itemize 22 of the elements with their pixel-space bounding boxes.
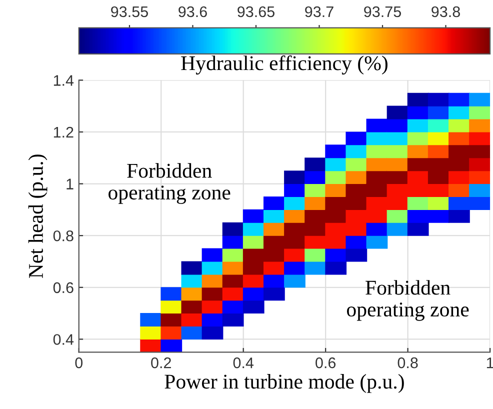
color-bar-label: 93.55 (111, 6, 148, 18)
y-tick-label: 1.4 (54, 75, 74, 86)
annotation: Forbidden operating zone (108, 163, 230, 204)
y-tick-label: 0.8 (53, 230, 74, 242)
color-bar-title: Hydraulic efficiency (%) (181, 55, 388, 75)
y-tick-label: 1 (66, 178, 74, 190)
color-bar-label: 93.65 (238, 6, 274, 18)
color-bar-label: 93.7 (305, 6, 334, 18)
x-tick-label: 0.8 (398, 357, 418, 368)
y-axis-title: Net head (p.u.) (28, 154, 48, 278)
color-bar-label: 93.6 (178, 6, 207, 18)
y-tick-label: 1.2 (54, 126, 74, 138)
annotation: Forbidden operating zone (346, 280, 469, 321)
x-axis-title: Power in turbine mode (p.u.) (164, 374, 404, 393)
x-tick-label: 0.2 (151, 357, 171, 368)
x-tick-label: 0.4 (233, 357, 254, 368)
y-tick-label: 0.6 (53, 282, 74, 294)
color-bar-label: 93.75 (364, 6, 401, 18)
y-tick-label: 0.4 (53, 334, 74, 345)
color-bar-label: 93.8 (432, 6, 460, 18)
x-tick-label: 0 (75, 357, 83, 368)
x-tick-label: 0.6 (316, 357, 336, 368)
